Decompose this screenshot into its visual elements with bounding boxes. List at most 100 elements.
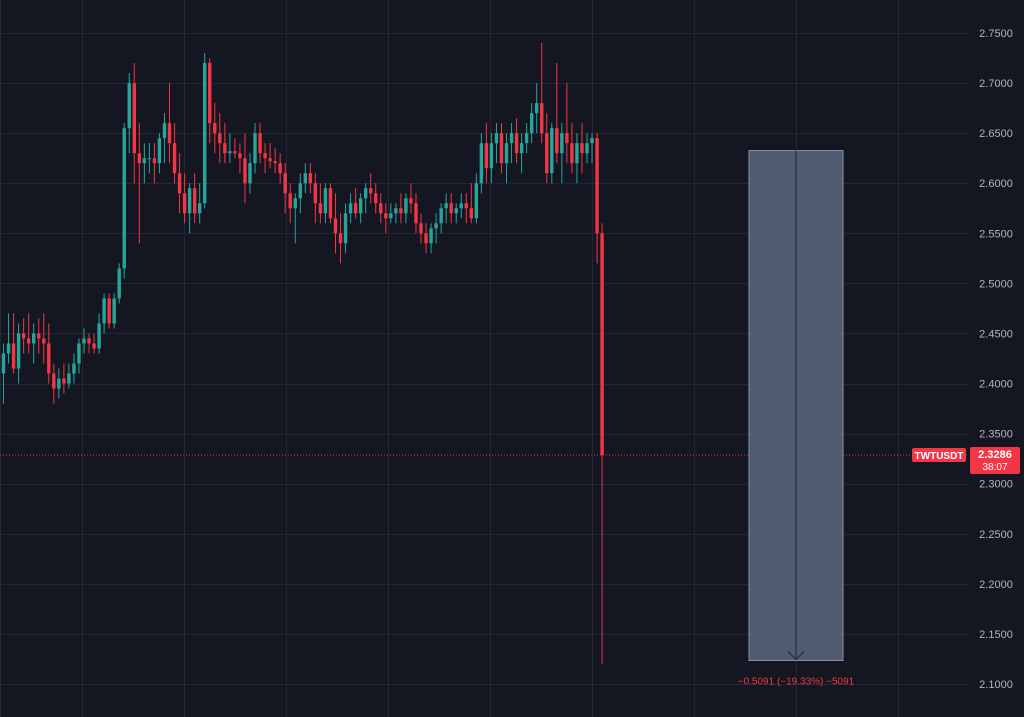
price-tick-label: 2.5000 [979,278,1013,290]
candle [590,133,594,164]
candle-body [248,163,252,184]
candle [238,143,242,174]
price-tick-label: 2.7000 [979,78,1013,90]
candle-body [560,133,564,154]
candle [127,73,131,154]
candle [273,148,277,174]
candle-body [509,133,514,144]
candle [394,203,398,224]
candle [474,173,479,224]
symbol-badge [912,448,966,463]
candle-body [62,378,66,384]
candle-body [97,323,101,349]
candle-body [92,343,96,349]
candle [87,333,91,354]
candle-body [268,158,272,162]
candle-body [172,143,177,174]
candle [444,193,448,224]
candle-body [585,143,589,154]
candle [293,193,297,244]
candle-body [293,198,297,209]
candle-body [343,213,348,244]
candle [374,183,378,214]
candle-body [374,193,378,204]
candle [414,193,418,234]
symbol-price-tag: TWTUSDT 2.3286 38:07 [912,447,1020,475]
candle [565,83,569,164]
candle-body [328,188,333,219]
candle-body [137,153,142,164]
candle-body [379,203,383,214]
candle-body [263,153,267,159]
candle [52,363,56,404]
candle-body [429,228,433,244]
candle [560,123,564,184]
candle [132,63,136,184]
candle [550,123,554,184]
price-range-measure[interactable]: −0.5091 (−19.33%) −5091 [738,150,855,688]
candle [358,193,363,224]
candle [197,183,202,224]
candle-body [519,143,524,154]
price-tick-label: 2.6500 [979,128,1013,140]
price-axis[interactable]: 2.7500 2.7000 2.6500 2.6000 2.5500 2.5000 2.45… [979,28,1013,691]
candle [348,193,353,224]
candle [303,163,308,194]
candle [399,193,403,224]
candle [82,328,86,354]
candle-body [42,338,46,344]
candle [419,213,423,244]
candle [177,153,182,214]
candle [469,183,474,224]
candle-body [258,133,262,154]
candle-body [67,373,71,384]
candle [97,313,101,354]
price-tick-label: 2.1000 [979,679,1013,691]
candle [504,133,509,184]
candle-body [524,133,529,144]
candle-body [1,353,6,374]
candle [187,183,192,234]
candle-body [459,203,463,209]
candle-countdown: 38:07 [982,462,1007,473]
candle [479,133,484,194]
candle [353,188,358,219]
candle-body [21,333,26,339]
candle [107,293,111,329]
candle-body [253,133,257,164]
candle-body [288,193,292,209]
candle [233,138,237,159]
candle [192,173,197,224]
candle [529,103,534,144]
candle-body [404,198,408,214]
candle [459,193,463,219]
candle-body [26,338,31,344]
candle [489,133,494,184]
candle-body [77,343,81,364]
candle [499,123,504,174]
candle [449,193,453,224]
candle [57,368,61,399]
candle-body [182,193,187,214]
candle [243,133,247,204]
candle [288,183,292,224]
candle-body [489,143,494,169]
candle-body [595,138,599,234]
candle-body [323,188,328,214]
candle [92,333,96,354]
candle-body [464,203,468,209]
candle-body [233,151,237,154]
candle-body [218,133,222,144]
candle-body [11,343,16,369]
candle-body [514,133,519,154]
candle-body [6,343,11,354]
candle [409,183,413,214]
candle [162,113,167,164]
candle [595,133,599,264]
candle [228,133,232,164]
candle-body [369,188,373,194]
candle [268,143,272,169]
candle-body [540,103,544,134]
price-tick-label: 2.4000 [979,379,1013,391]
